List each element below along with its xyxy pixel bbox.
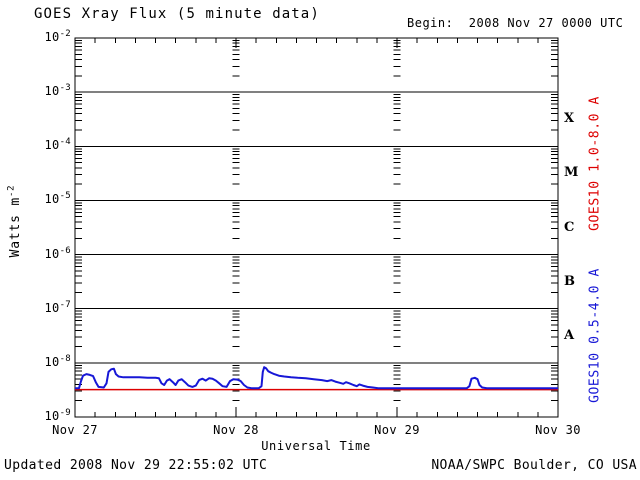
begin-time-label: Begin: 2008 Nov 27 0000 UTC (407, 16, 624, 30)
attribution: NOAA/SWPC Boulder, CO USA (431, 458, 637, 473)
y-tick-label: 10-7 (44, 299, 71, 315)
series-label-goes10-short: GOES10 0.5-4.0 A (587, 268, 603, 403)
chart-title: GOES Xray Flux (5 minute data) (34, 6, 320, 22)
flare-class-c: C (564, 219, 575, 235)
y-tick-label: 10-4 (44, 137, 71, 153)
y-tick-label: 10-3 (44, 83, 71, 99)
flare-class-b: B (564, 273, 575, 289)
y-tick-label: 10-2 (44, 29, 71, 45)
x-axis-title: Universal Time (261, 439, 371, 453)
y-tick-label: 10-8 (44, 353, 71, 369)
series-line-goes10-short (75, 366, 558, 390)
y-tick-label: 10-9 (44, 408, 71, 424)
plot-frame (74, 37, 559, 418)
x-tick-label: Nov 30 (535, 423, 581, 437)
x-tick-label: Nov 27 (52, 423, 98, 437)
y-tick-label: 10-5 (44, 191, 71, 207)
y-axis-title: Watts m-2 (6, 184, 23, 258)
x-tick-label: Nov 29 (374, 423, 420, 437)
flare-class-x: X (564, 111, 575, 127)
flare-class-a: A (564, 327, 575, 343)
x-tick-label: Nov 28 (213, 423, 259, 437)
y-axis-title-exponent: -2 (6, 184, 17, 198)
series-label-goes10-long: GOES10 1.0-8.0 A (587, 96, 603, 231)
y-tick-label: 10-6 (44, 245, 71, 261)
updated-timestamp: Updated 2008 Nov 29 22:55:02 UTC (4, 458, 268, 473)
flare-class-m: M (564, 165, 579, 181)
